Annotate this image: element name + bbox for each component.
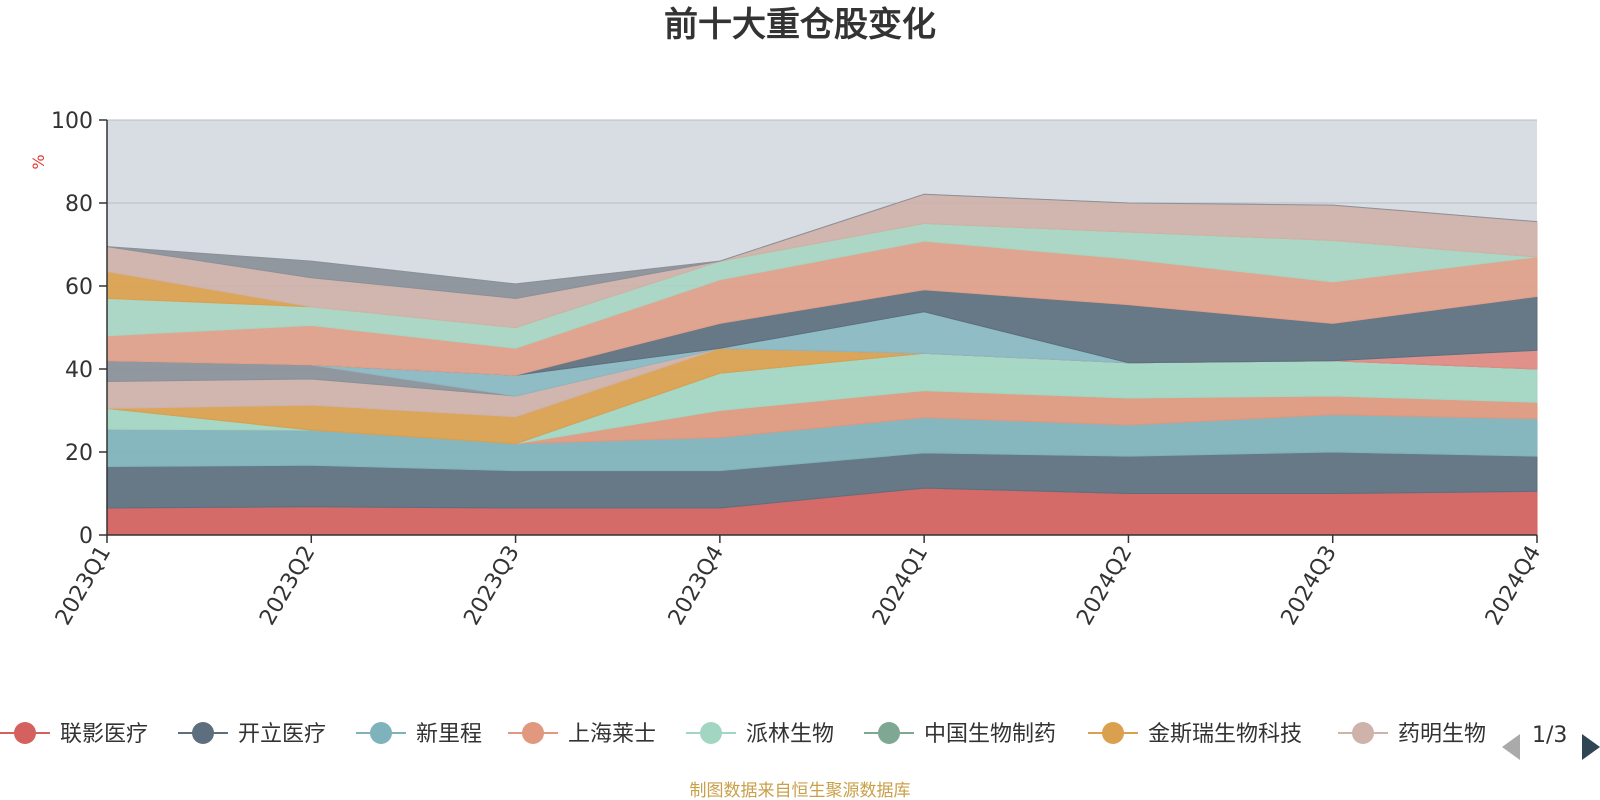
legend-item[interactable]: 新里程 [356,722,482,747]
legend[interactable]: 联影医疗 开立医疗 新里程 上海莱士 派林生物 中国生物制药 金斯瑞生物科技 药明生物 [0,722,1486,747]
legend-marker-icon [522,722,544,744]
legend-label: 联影医疗 [60,722,148,747]
x-tick-label: 2024Q2 [1072,542,1137,630]
y-tick-label: 60 [65,275,93,300]
legend-item[interactable]: 中国生物制药 [864,722,1056,747]
legend-item[interactable]: 药明生物 [1338,722,1486,747]
legend-label: 上海莱士 [568,722,656,747]
x-tick-label: 2023Q3 [459,542,524,630]
legend-label: 开立医疗 [238,722,326,747]
legend-label: 派林生物 [746,722,834,747]
legend-label: 药明生物 [1398,722,1486,747]
legend-item[interactable]: 联影医疗 [0,722,148,747]
area-series-17 [106,193,1538,299]
data-source-note: 制图数据来自恒生聚源数据库 [690,781,911,800]
x-tick-label: 2023Q1 [51,542,116,630]
legend-item[interactable]: 金斯瑞生物科技 [1088,722,1302,747]
legend-next-icon[interactable] [1582,734,1600,760]
x-tick-label: 2023Q4 [664,542,729,630]
legend-marker-icon [14,722,36,744]
legend-marker-icon [370,722,392,744]
legend-label: 中国生物制药 [924,722,1056,747]
legend-marker-icon [1352,722,1374,744]
area-series [106,193,1538,536]
legend-page-indicator: 1/3 [1532,723,1567,748]
y-tick-label: 80 [65,192,93,217]
legend-marker-icon [878,722,900,744]
x-tick-label: 2024Q4 [1481,542,1546,630]
legend-item[interactable]: 上海莱士 [508,722,656,747]
y-tick-label: 0 [79,524,93,549]
legend-marker-icon [1102,722,1124,744]
legend-pager[interactable]: 1/3 [1502,723,1600,760]
x-tick-labels: 2023Q1 2023Q2 2023Q3 2023Q4 2024Q1 2024Q2 2024… [51,542,1546,630]
legend-marker-icon [192,722,214,744]
axes [99,119,1538,543]
y-tick-label: 20 [65,441,93,466]
legend-label: 新里程 [416,722,482,747]
legend-item[interactable]: 开立医疗 [178,722,326,747]
chart-title: 前十大重仓股变化 [664,5,936,45]
legend-marker-icon [700,722,722,744]
legend-prev-icon[interactable] [1502,734,1520,760]
x-tick-label: 2023Q2 [255,542,320,630]
y-axis-unit: % [29,154,48,169]
x-tick-label: 2024Q3 [1277,542,1342,630]
x-tick-label: 2024Q1 [868,542,933,630]
y-tick-label: 40 [65,358,93,383]
legend-item[interactable]: 派林生物 [686,722,834,747]
legend-label: 金斯瑞生物科技 [1148,722,1302,747]
y-tick-labels: 0 20 40 60 80 100 [51,109,93,549]
y-tick-label: 100 [51,109,93,134]
